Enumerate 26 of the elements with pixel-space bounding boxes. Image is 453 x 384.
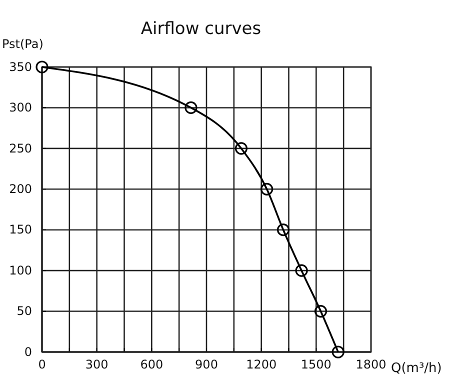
point [184,101,198,114]
y-tick-label: 150 [9,222,32,237]
chart-title: Airflow curves [140,19,262,39]
point [260,182,274,196]
x-axis-title: Q(m³/h) [391,361,442,376]
point [295,264,308,277]
x-tick-label: 300 [85,358,108,372]
x-tick-label: 1200 [246,358,277,372]
x-tick-label: 900 [195,358,218,372]
y-tick-label: 200 [9,182,32,196]
y-axis-title: Pst(Pa) [2,37,44,51]
y-tick-label: 350 [9,60,32,74]
x-tick-label: 0 [38,358,46,372]
y-tick-label: 250 [9,141,32,156]
y-tick-label: 0 [24,344,32,359]
y-tick-label: 100 [9,263,32,278]
y-tick-label: 50 [16,304,32,318]
point [332,346,344,358]
point [276,224,290,236]
x-tick-label: 1800 [356,358,386,372]
point [314,304,328,318]
point [234,142,248,155]
point [36,60,48,74]
x-tick-label: 600 [140,358,164,372]
y-tick-label: 300 [9,100,32,115]
x-tick-label: 1500 [300,358,332,372]
